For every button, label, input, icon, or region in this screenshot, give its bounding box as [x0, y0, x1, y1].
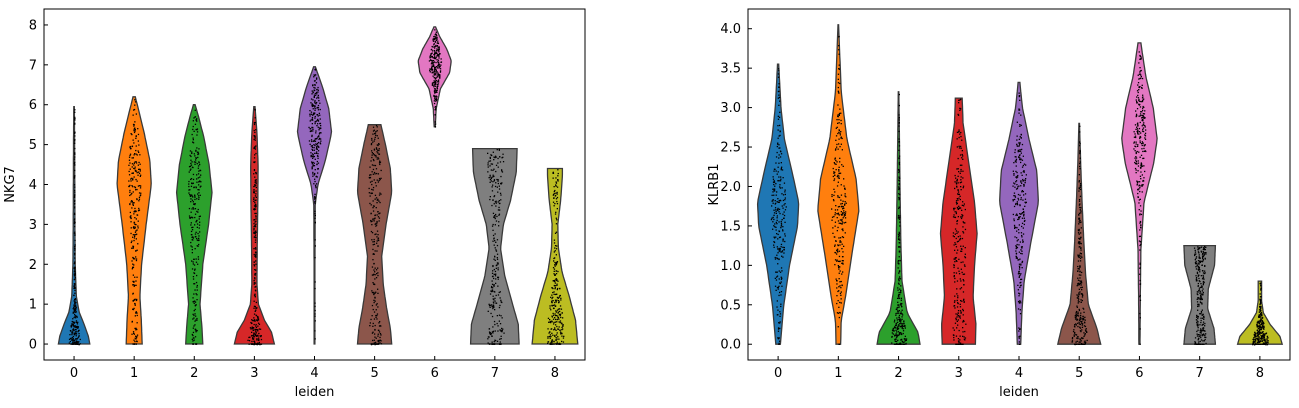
violin-points-2 [891, 93, 908, 345]
violin-points-3 [247, 108, 263, 346]
x-tick-label: 4 [1015, 366, 1023, 381]
violin-6 [1121, 42, 1158, 345]
violin-1 [817, 24, 860, 345]
x-tick-label: 2 [894, 366, 902, 381]
y-tick-label: 0 [29, 338, 37, 353]
violin-6 [417, 26, 452, 128]
y-tick-label: 3.0 [720, 101, 741, 116]
violin-points-4 [308, 68, 322, 340]
violin-points-1 [831, 35, 847, 345]
x-axis-label: leiden [999, 385, 1039, 400]
y-tick-label: 1.0 [720, 259, 741, 274]
violin-panel-klrb1: 0.0 0.5 1.0 1.5 2.0 2.5 3.0 3.5 4.0 0 1 2 3 4 5 6 7 8 leid… [707, 8, 1291, 400]
violin-points-1 [128, 99, 142, 345]
y-tick-label: 1 [29, 298, 37, 313]
y-tick-label: 2 [29, 258, 37, 273]
x-tick-label: 5 [370, 366, 378, 381]
y-tick-label: 0.5 [720, 298, 741, 313]
y-tick-label: 0.0 [720, 338, 741, 353]
violin-points-8 [547, 169, 565, 345]
violin-points-7 [1193, 245, 1207, 345]
x-tick-label: 6 [1135, 366, 1143, 381]
x-tick-label: 1 [834, 366, 842, 381]
violin-0 [756, 63, 800, 345]
violin-points-6 [1133, 51, 1147, 345]
y-tick-label: 5 [29, 138, 37, 153]
violin-points-0 [68, 109, 81, 346]
x-tick-label: 2 [190, 366, 198, 381]
x-tick-label: 0 [70, 366, 78, 381]
y-tick-label: 2.0 [720, 180, 741, 195]
y-tick-label: 1.5 [720, 219, 741, 234]
x-tick-label: 8 [551, 366, 559, 381]
x-tick-label: 4 [310, 366, 318, 381]
violin-7 [1183, 244, 1217, 345]
violin-panel-nkg7: 0 1 2 3 4 5 6 7 8 0 1 2 3 4 5 6 7 8 leiden NKG7 [3, 8, 586, 400]
violin-4 [296, 66, 333, 345]
y-tick-label: 3.5 [720, 62, 741, 77]
violin-1 [116, 96, 152, 345]
x-tick-label: 0 [774, 366, 782, 381]
violin-points-8 [1252, 282, 1269, 346]
x-tick-label: 5 [1075, 366, 1083, 381]
x-tick-label: 7 [491, 366, 499, 381]
x-tick-label: 3 [250, 366, 258, 381]
violin-points-7 [487, 148, 505, 345]
y-tick-label: 4 [29, 178, 37, 193]
x-axis-label: leiden [295, 385, 335, 400]
y-tick-label: 8 [29, 18, 37, 33]
y-tick-label: 7 [29, 58, 37, 73]
y-tick-label: 4.0 [720, 22, 741, 37]
violin-3 [233, 106, 276, 345]
x-tick-label: 3 [955, 366, 963, 381]
violin-7 [469, 147, 520, 345]
violin-8 [531, 167, 579, 345]
violin-points-0 [770, 68, 787, 345]
y-tick-label: 3 [29, 218, 37, 233]
violin-points-2 [188, 109, 202, 345]
violin-points-4 [1012, 92, 1027, 345]
x-tick-label: 1 [130, 366, 138, 381]
violin-points-5 [1071, 125, 1088, 346]
violin-3 [939, 97, 978, 345]
y-axis-label: NKG7 [3, 166, 18, 203]
x-tick-label: 8 [1256, 366, 1264, 381]
y-tick-label: 2.5 [720, 141, 741, 156]
x-tick-label: 6 [431, 366, 439, 381]
violin-points-3 [952, 98, 967, 345]
violin-points-6 [428, 29, 443, 128]
violin-4 [999, 81, 1039, 345]
y-axis-label: KLRB1 [707, 164, 722, 206]
violin-points-5 [368, 124, 383, 346]
x-tick-label: 7 [1196, 366, 1204, 381]
y-tick-label: 6 [29, 98, 37, 113]
